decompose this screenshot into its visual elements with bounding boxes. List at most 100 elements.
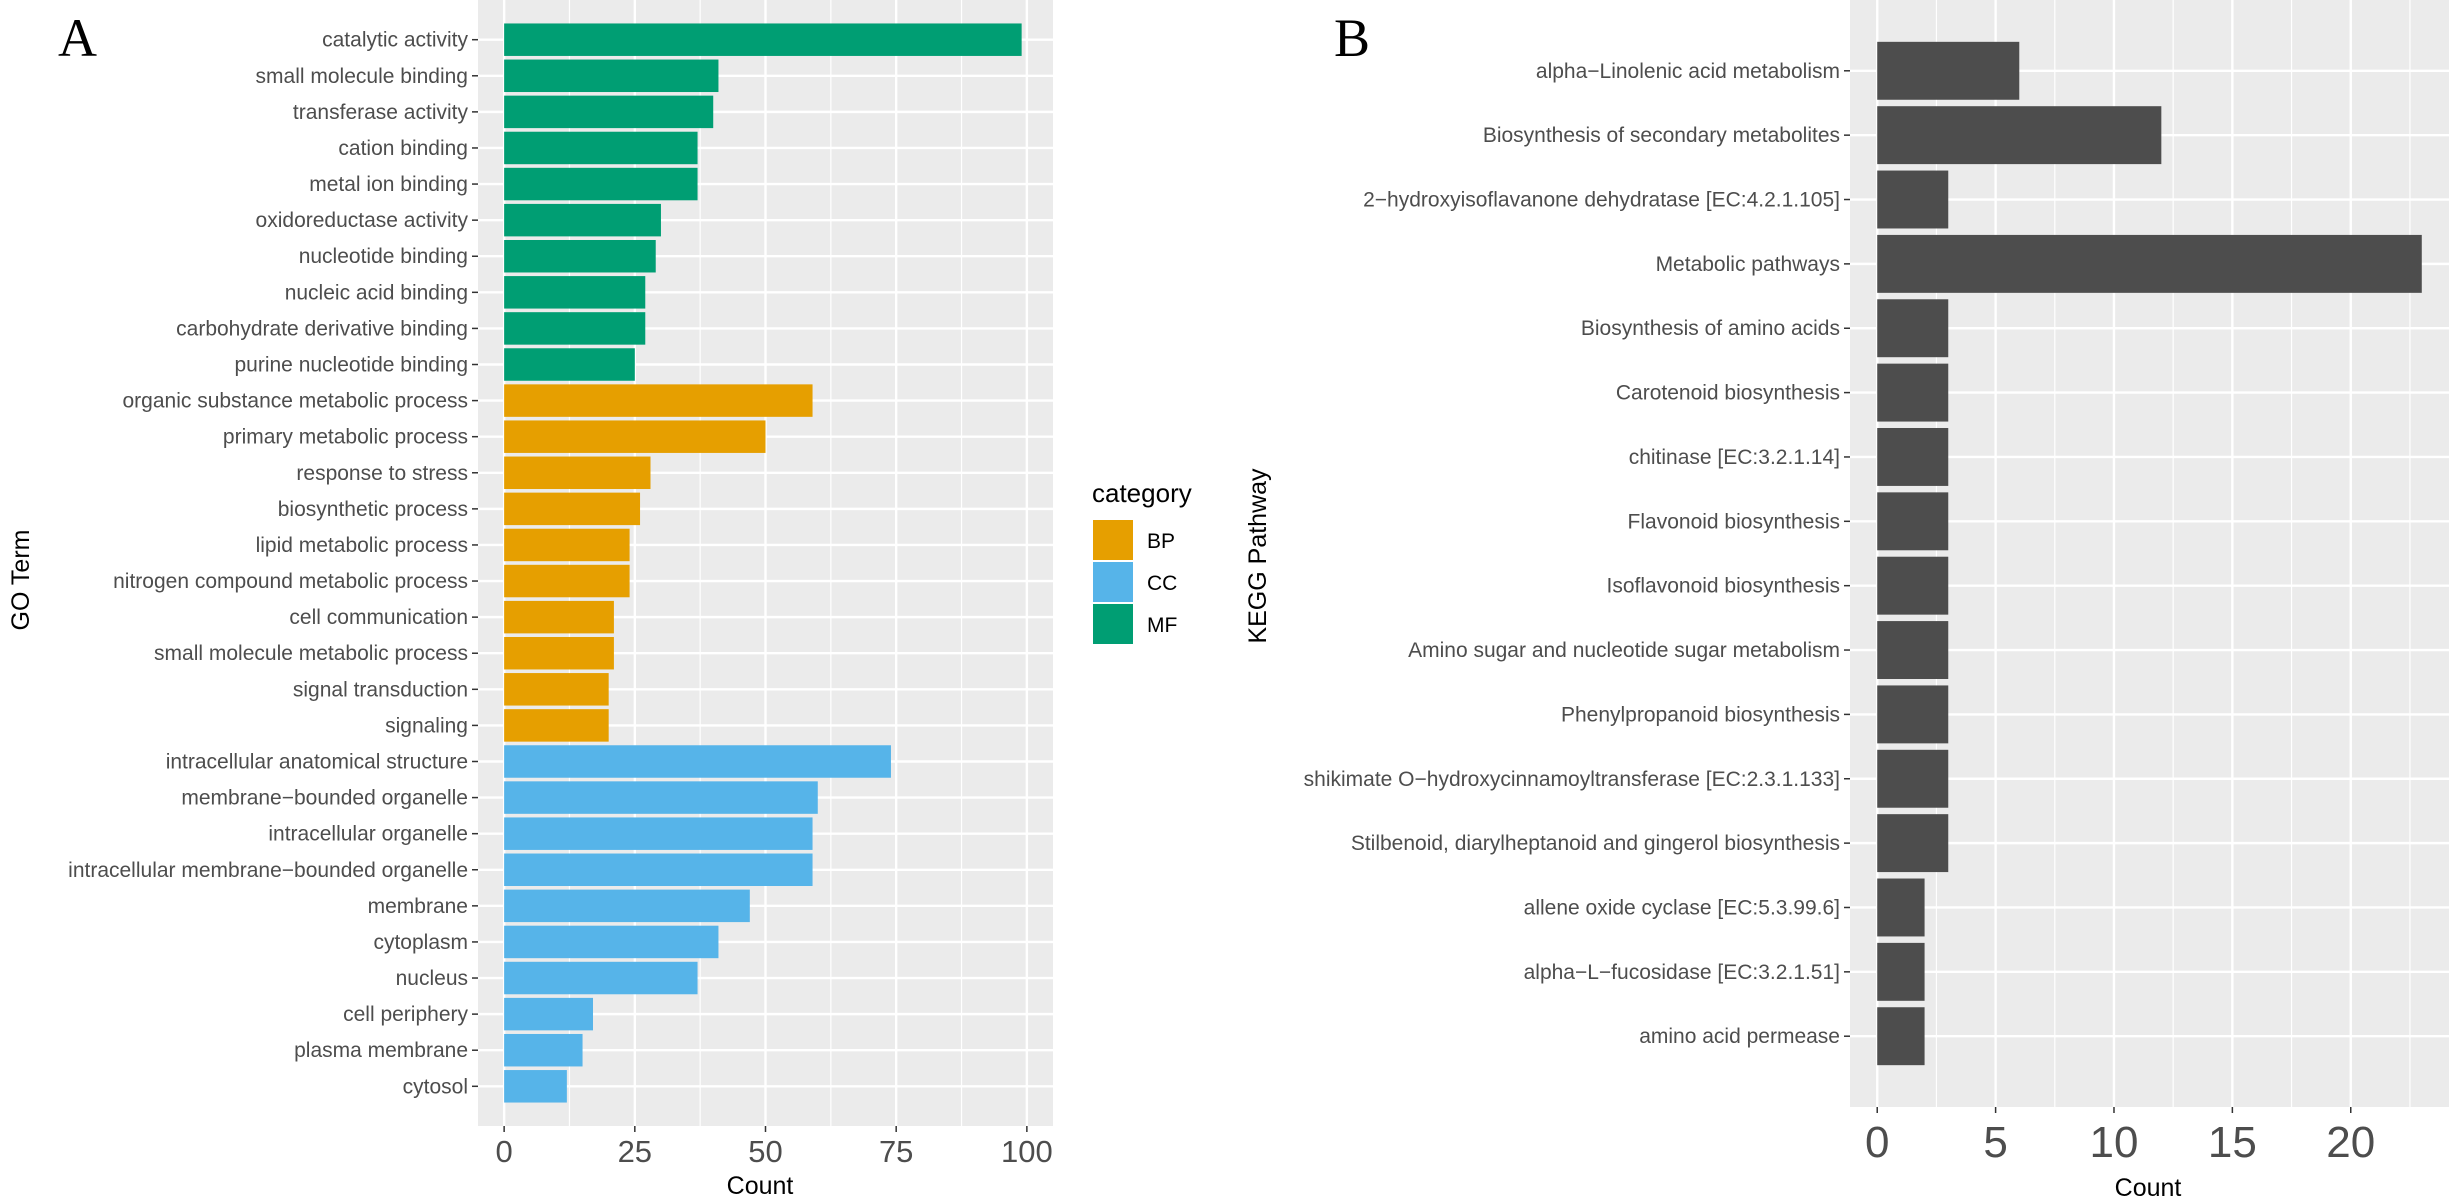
bar-alpha-linolenic-acid-metabolism (1877, 41, 2020, 100)
legend-label-mf: MF (1147, 614, 1177, 637)
bar-alpha-l-fucosidase-ec-3-2-1-51 (1877, 942, 1925, 1001)
bar-nitrogen-compound-metabolic-process (504, 564, 630, 598)
bar-carbohydrate-derivative-binding (504, 312, 646, 345)
panel-a-letter: A (58, 8, 97, 68)
bar-plasma-membrane (504, 1033, 583, 1067)
bar-metabolic-pathways (1877, 234, 2422, 293)
bar-intracellular-anatomical-structure (504, 745, 891, 778)
y-tick-label-catalytic-activity: catalytic activity (322, 29, 468, 52)
bar-2-hydroxyisoflavanone-dehydratase-ec-4-2-1-105 (1877, 170, 1949, 229)
y-tick-label-metal-ion-binding: metal ion binding (309, 173, 468, 196)
bar-membrane-bounded-organelle (504, 781, 818, 814)
y-tick-label-flavonoid-biosynthesis: Flavonoid biosynthesis (1628, 510, 1840, 533)
y-tick-label-phenylpropanoid-biosynthesis: Phenylpropanoid biosynthesis (1561, 703, 1840, 726)
x-tick-label-0: 0 (496, 1134, 513, 1169)
bar-intracellular-organelle (504, 817, 813, 850)
bar-response-to-stress (504, 456, 651, 490)
bar-cation-binding (504, 131, 698, 165)
x-tick-label-100: 100 (1001, 1134, 1053, 1169)
bar-amino-acid-permease (1877, 1007, 1925, 1066)
legend-title: category (1092, 478, 1192, 508)
y-tick-label-amino-sugar-and-nucleotide-sugar-metabolism: Amino sugar and nucleotide sugar metabol… (1408, 639, 1840, 662)
y-tick-label-alpha-linolenic-acid-metabolism: alpha−Linolenic acid metabolism (1536, 60, 1840, 83)
bar-stilbenoid-diarylheptanoid-and-gingerol-biosynthesis (1877, 814, 1949, 873)
panel-b-y-tick-labels: alpha−Linolenic acid metabolism Biosynthe… (1304, 60, 1850, 1048)
panel-a-y-axis-title: GO Term (7, 530, 35, 631)
bar-small-molecule-metabolic-process (504, 636, 614, 670)
bar-biosynthetic-process (504, 492, 641, 526)
y-tick-label-small-molecule-binding: small molecule binding (256, 65, 468, 88)
y-tick-label-nucleic-acid-binding: nucleic acid binding (285, 281, 468, 304)
legend-label-cc: CC (1147, 572, 1177, 595)
bar-oxidoreductase-activity (504, 203, 661, 237)
y-tick-label-oxidoreductase-activity: oxidoreductase activity (256, 209, 469, 232)
bar-nucleotide-binding (504, 239, 656, 273)
y-tick-label-membrane-bounded-organelle: membrane−bounded organelle (181, 787, 468, 810)
panel-b-gridlines (1850, 0, 2449, 1107)
panel-b-letter: B (1334, 8, 1370, 68)
bar-cytoplasm (504, 925, 719, 959)
bar-cytosol (504, 1070, 567, 1103)
bar-allene-oxide-cyclase-ec-5-3-99-6 (1877, 878, 1925, 937)
bar-cell-communication (504, 600, 614, 634)
bar-biosynthesis-of-secondary-metabolites (1877, 106, 2162, 165)
panel-b-plot-background (1850, 0, 2449, 1107)
y-tick-label-primary-metabolic-process: primary metabolic process (223, 426, 468, 449)
y-tick-label-cytoplasm: cytoplasm (373, 931, 468, 954)
y-tick-label-nitrogen-compound-metabolic-process: nitrogen compound metabolic process (113, 570, 468, 593)
bar-membrane (504, 889, 750, 923)
legend-swatch-mf (1093, 604, 1133, 644)
x-tick-label-5: 5 (1983, 1118, 2007, 1167)
panel-a-go-chart: A catalytic activity small molecule bindi… (7, 0, 1192, 1200)
y-tick-label-membrane: membrane (368, 895, 468, 918)
legend-label-bp: BP (1147, 530, 1175, 553)
bar-phenylpropanoid-biosynthesis (1877, 685, 1949, 744)
bar-chitinase-ec-3-2-1-14 (1877, 427, 1949, 486)
x-tick-label-25: 25 (618, 1134, 652, 1169)
panel-a-y-tick-labels: catalytic activity small molecule binding… (68, 29, 478, 1098)
y-tick-label-intracellular-organelle: intracellular organelle (268, 823, 468, 846)
y-tick-label-response-to-stress: response to stress (296, 462, 468, 485)
bar-intracellular-membrane-bounded-organelle (504, 853, 813, 887)
y-tick-label-shikimate-o-hydroxycinnamoyltransferase-ec-2-3-1-133: shikimate O−hydroxycinnamoyltransferase … (1304, 768, 1840, 791)
y-tick-label-biosynthetic-process: biosynthetic process (278, 498, 468, 521)
bar-transferase-activity (504, 95, 714, 129)
bar-nucleus (504, 961, 698, 995)
legend-swatch-bp (1093, 520, 1133, 560)
y-tick-label-stilbenoid-diarylheptanoid-and-gingerol-biosynthesis: Stilbenoid, diarylheptanoid and gingerol… (1351, 832, 1840, 855)
bar-isoflavonoid-biosynthesis (1877, 556, 1949, 615)
bar-cell-periphery (504, 997, 593, 1031)
bar-organic-substance-metabolic-process (504, 384, 813, 417)
bar-metal-ion-binding (504, 167, 698, 201)
y-tick-label-isoflavonoid-biosynthesis: Isoflavonoid biosynthesis (1607, 575, 1840, 598)
y-tick-label-organic-substance-metabolic-process: organic substance metabolic process (122, 390, 468, 413)
y-tick-label-metabolic-pathways: Metabolic pathways (1656, 253, 1840, 276)
y-tick-label-chitinase-ec-3-2-1-14: chitinase [EC:3.2.1.14] (1629, 446, 1840, 469)
bar-nucleic-acid-binding (504, 276, 646, 309)
y-tick-label-signaling: signaling (385, 714, 468, 737)
x-tick-label-50: 50 (748, 1134, 782, 1169)
y-tick-label-small-molecule-metabolic-process: small molecule metabolic process (154, 642, 468, 665)
panel-b-bars (1877, 41, 2422, 1066)
y-tick-label-alpha-l-fucosidase-ec-3-2-1-51: alpha−L−fucosidase [EC:3.2.1.51] (1524, 961, 1840, 984)
bar-catalytic-activity (504, 23, 1022, 56)
y-tick-label-transferase-activity: transferase activity (293, 101, 469, 124)
panel-a-bars (504, 23, 1022, 1103)
x-tick-label-20: 20 (2326, 1118, 2375, 1167)
y-tick-label-carbohydrate-derivative-binding: carbohydrate derivative binding (176, 317, 468, 340)
y-tick-label-biosynthesis-of-secondary-metabolites: Biosynthesis of secondary metabolites (1483, 124, 1840, 147)
y-tick-label-carotenoid-biosynthesis: Carotenoid biosynthesis (1616, 382, 1840, 405)
y-tick-label-cytosol: cytosol (403, 1075, 468, 1098)
x-tick-label-15: 15 (2208, 1118, 2257, 1167)
y-tick-label-2-hydroxyisoflavanone-dehydratase-ec-4-2-1-105: 2−hydroxyisoflavanone dehydratase [EC:4.… (1363, 189, 1840, 212)
y-tick-label-plasma-membrane: plasma membrane (294, 1039, 468, 1062)
legend-items: BP CC MF (1093, 520, 1177, 644)
panel-b-x-tick-labels: 0 5 10 15 20 (1865, 1107, 2375, 1167)
bar-signaling (504, 709, 609, 742)
bar-biosynthesis-of-amino-acids (1877, 299, 1949, 358)
bar-purine-nucleotide-binding (504, 348, 635, 381)
bar-shikimate-o-hydroxycinnamoyltransferase-ec-2-3-1-133 (1877, 749, 1949, 808)
legend-swatch-cc (1093, 562, 1133, 602)
x-tick-label-10: 10 (2090, 1118, 2139, 1167)
